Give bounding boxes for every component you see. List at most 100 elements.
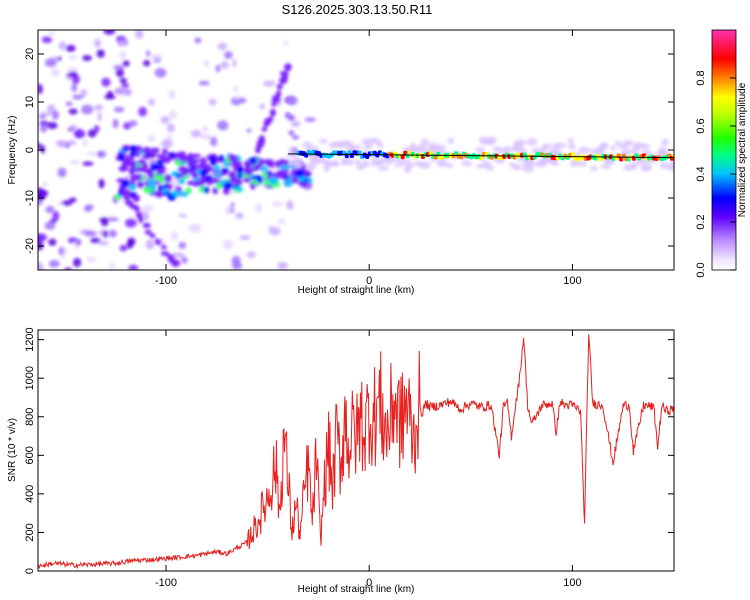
spectrogram-noise-cell [104, 94, 116, 100]
spectrogram-halo-cell [447, 137, 455, 145]
spectrogram-noise-cell [108, 229, 118, 238]
spectrogram-halo-cell [361, 138, 371, 145]
spectrogram-noise-cell [90, 237, 101, 244]
snr-x-tick-label: 100 [563, 577, 581, 589]
spectrogram-streak-cell [288, 130, 295, 136]
spectrogram-band-cell [123, 147, 129, 153]
spectrogram-noise-cell [55, 139, 67, 148]
spectrogram-marks [38, 30, 674, 270]
spectrogram-y-label: Frequency (Hz) [7, 116, 18, 185]
spectrogram-noise-cell [66, 67, 78, 73]
colorbar-label: Normalized spectral amplitude [737, 82, 748, 217]
spectrogram-noise-cell [235, 95, 240, 101]
spectrogram-band-cell [162, 188, 169, 194]
spectrogram-band-cell [145, 189, 154, 194]
spectrogram-noise-cell [72, 94, 84, 100]
snr-y-tick-label: 1000 [24, 366, 36, 390]
spectrogram-noise-cell [51, 110, 60, 120]
spectrogram-halo-cell [461, 160, 473, 167]
spectrogram-noise-cell [82, 139, 88, 147]
spectrogram-x-tick-label: 0 [366, 275, 372, 287]
spectrogram-band-cell [283, 159, 290, 166]
spectrogram-band-cell [161, 156, 172, 164]
spectrogram-band-cell [158, 168, 165, 175]
spectrogram-noise-cell [259, 103, 266, 110]
spectrogram-y-tick-label: 0 [24, 147, 36, 153]
spectrogram-noise-cell [61, 248, 68, 253]
spectrogram-halo-cell [552, 160, 560, 166]
spectrogram-noise-cell [85, 257, 97, 262]
spectrogram-band-cell [219, 179, 227, 185]
snr-y-tick-label: 1200 [24, 327, 36, 351]
spectrogram-noise-cell [210, 136, 218, 147]
spectrogram-halo-cell [478, 136, 487, 145]
spectrogram-noise-cell [48, 31, 56, 36]
spectrogram-noise-cell [63, 267, 73, 270]
spectrogram-halo-cell [394, 163, 404, 168]
spectrogram-band-cell [218, 154, 225, 161]
colorbar-gradient [711, 29, 737, 271]
spectrogram-noise-cell [217, 120, 229, 131]
spectrogram-noise-cell [168, 89, 176, 100]
snr-y-tick-label: 200 [24, 523, 36, 541]
spectrogram-noise-cell [93, 104, 104, 111]
spectrogram-noise-cell [118, 87, 130, 96]
spectrogram-noise-cell [124, 176, 130, 181]
colorbar: 0.0 0.2 0.4 0.6 0.8 Normalized spectral ampl… [695, 29, 748, 278]
spectrogram-halo-cell [600, 164, 611, 170]
spectrogram-halo-cell [362, 160, 370, 168]
spectrogram-halo-cell [397, 158, 410, 165]
spectrogram-band-cell [148, 172, 155, 179]
spectrogram-halo-cell [288, 146, 296, 154]
spectrogram-noise-cell [97, 112, 102, 122]
spectrogram-noise-cell [60, 253, 66, 260]
spectrogram-band-cell [156, 154, 166, 159]
spectrogram-noise-cell [179, 213, 188, 219]
spectrogram-noise-cell [38, 261, 43, 270]
spectrogram-noise-cell [82, 55, 93, 62]
spectrogram-halo-cell [590, 165, 598, 171]
spectrogram-noise-cell [81, 104, 94, 115]
spectrogram-band-cell [147, 178, 156, 187]
spectrogram-noise-cell [50, 68, 60, 77]
snr-x-label: Height of straight line (km) [298, 584, 415, 595]
spectrogram-noise-cell [76, 239, 81, 246]
spectrogram-halo-cell [323, 166, 331, 172]
spectrogram-band-cell [236, 185, 243, 192]
spectrogram-noise-cell [52, 210, 60, 221]
spectrogram-band-cell [185, 187, 192, 194]
spectrogram-band-cell [136, 181, 145, 189]
spectrogram-halo-cell [535, 160, 547, 168]
spectrogram-noise-cell [44, 221, 56, 230]
spectrogram-noise-cell [233, 85, 238, 93]
spectrogram-halo-cell [567, 143, 576, 151]
spectrogram-band-cell [211, 178, 221, 184]
spectrogram-x-label: Height of straight line (km) [298, 285, 415, 296]
spectrogram-noise-cell [231, 255, 241, 266]
spectrogram-band-cell [199, 157, 207, 165]
spectrogram-band-cell [141, 147, 151, 154]
spectrogram-halo-cell [309, 146, 320, 152]
spectrogram-noise-cell [38, 191, 47, 201]
spectrogram-halo-cell [541, 144, 548, 150]
spectrogram-noise-cell [200, 133, 212, 141]
spectrogram-noise-cell [181, 256, 188, 264]
spectrogram-noise-cell [291, 120, 301, 127]
spectrogram-band-cell [154, 190, 164, 198]
spectrogram-band-cell [129, 179, 136, 186]
spectrogram-noise-cell [112, 65, 125, 70]
chart-title: S126.2025.303.13.50.R11 [282, 2, 433, 17]
spectrogram-streak-cell [160, 251, 170, 256]
spectrogram-halo-cell [442, 163, 455, 168]
spectrogram-halo-cell [429, 146, 440, 151]
spectrogram-noise-cell [76, 128, 82, 139]
spectrogram-noise-cell [57, 56, 62, 61]
spectrogram-noise-cell [101, 219, 109, 227]
spectrogram-halo-cell [476, 163, 486, 169]
spectrogram-band-cell [212, 187, 219, 195]
spectrogram-band-cell [158, 185, 164, 191]
